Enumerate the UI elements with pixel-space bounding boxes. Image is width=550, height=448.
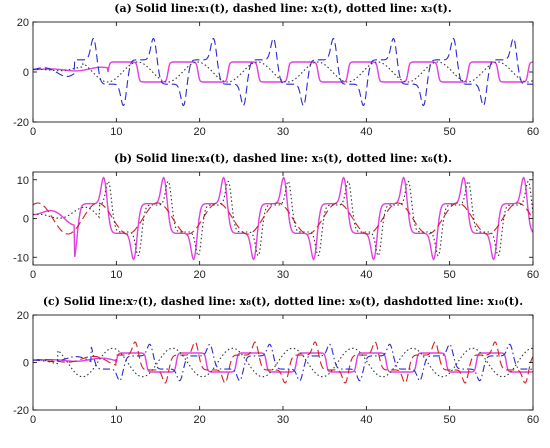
series-line-1 [33,61,533,83]
subplot-1: (a) Solid line:x₁(t), dashed line: x₂(t)… [13,2,539,138]
x-tick-label: 0 [30,414,36,426]
subplot-title: (c) Solid line:x₇(t), dashed line: x₈(t)… [43,295,523,308]
series-group [33,341,533,384]
subplot-3: (c) Solid line:x₇(t), dashed line: x₈(t)… [13,295,539,426]
x-tick-label: 30 [277,414,289,426]
x-tick-label: 10 [110,126,122,138]
x-tick-label: 60 [527,269,539,281]
x-tick-label: 0 [30,269,36,281]
y-tick-label: 0 [23,67,29,79]
series-line-4 [33,343,533,382]
x-tick-label: 0 [30,126,36,138]
y-tick-label: -10 [13,252,29,264]
y-tick-label: 0 [23,214,29,226]
x-tick-label: 10 [110,414,122,426]
x-tick-label: 20 [194,126,206,138]
x-tick-label: 30 [277,269,289,281]
subplot-title: (a) Solid line:x₁(t), dashed line: x₂(t)… [114,2,451,15]
y-tick-label: 20 [17,310,29,322]
x-tick-label: 40 [360,126,372,138]
y-tick-label: -20 [13,117,29,129]
series-line-2 [33,202,533,235]
x-tick-label: 50 [444,414,456,426]
series-line-2 [33,341,533,384]
series-line-3 [33,180,533,257]
axes-box [32,171,534,266]
x-tick-label: 60 [527,414,539,426]
x-tick-label: 20 [194,269,206,281]
y-tick-label: -20 [13,405,29,417]
x-tick-label: 10 [110,269,122,281]
axes-box [32,314,534,411]
x-tick-label: 40 [360,269,372,281]
series-group [33,176,533,261]
series-line-1 [33,176,533,261]
x-tick-label: 60 [527,126,539,138]
x-tick-label: 30 [277,126,289,138]
x-tick-label: 40 [360,414,372,426]
series-group [33,37,533,107]
y-tick-label: 10 [17,175,29,187]
subplot-title: (b) Solid line:x₄(t), dashed line: x₅(t)… [114,152,452,165]
subplot-2: (b) Solid line:x₄(t), dashed line: x₅(t)… [13,152,539,281]
y-tick-label: 20 [17,17,29,29]
series-line-2 [33,37,533,107]
series-line-3 [33,347,533,378]
y-tick-label: 0 [23,358,29,370]
x-tick-label: 50 [444,269,456,281]
x-tick-label: 20 [194,414,206,426]
x-tick-label: 50 [444,126,456,138]
